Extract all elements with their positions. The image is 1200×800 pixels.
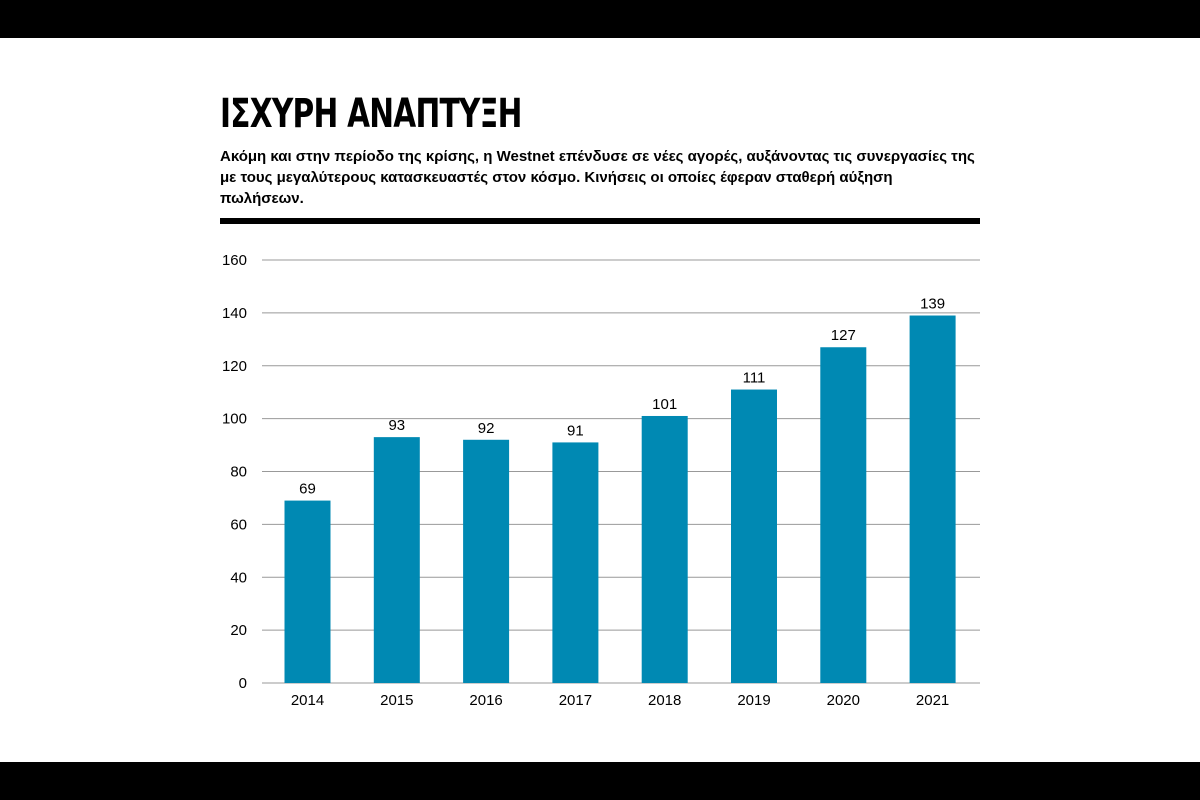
y-tick-label: 20 <box>230 622 247 639</box>
data-label: 139 <box>920 296 945 313</box>
bar <box>284 500 331 683</box>
y-tick-label: 80 <box>230 464 247 481</box>
bar <box>552 442 599 683</box>
y-axis-ticks: 0 20 40 60 80 100 120 140 160 <box>222 252 247 692</box>
x-axis-ticks: 2014 2015 2016 2017 2018 2019 2020 2021 <box>291 692 949 709</box>
bar <box>731 389 777 683</box>
x-tick-label: 2018 <box>648 692 681 709</box>
bottom-black-band <box>0 762 1200 800</box>
bar <box>641 415 688 683</box>
bar <box>373 437 420 683</box>
x-tick-label: 2020 <box>827 692 860 709</box>
data-label: 111 <box>743 370 766 387</box>
chart-title: ΙΣΧΥΡΗ ΑΝΑΠΤΥΞΗ <box>220 91 522 137</box>
bar <box>820 347 867 683</box>
x-tick-label: 2016 <box>469 692 502 709</box>
title-divider <box>220 218 980 224</box>
bar <box>909 315 956 683</box>
data-label: 92 <box>478 420 495 437</box>
y-tick-label: 0 <box>239 675 247 692</box>
x-tick-label: 2021 <box>916 692 949 709</box>
data-label: 69 <box>299 481 316 498</box>
bar <box>463 439 510 683</box>
data-label: 127 <box>831 327 856 344</box>
y-tick-label: 100 <box>222 411 247 428</box>
data-label: 91 <box>567 422 584 439</box>
x-tick-label: 2017 <box>559 692 592 709</box>
y-tick-label: 140 <box>222 305 247 322</box>
data-label: 93 <box>388 417 405 434</box>
bars <box>284 315 956 683</box>
top-black-band <box>0 0 1200 38</box>
x-tick-label: 2014 <box>291 692 324 709</box>
y-tick-label: 160 <box>222 252 247 269</box>
y-tick-label: 120 <box>222 358 247 375</box>
y-tick-label: 60 <box>230 516 247 533</box>
data-labels: 69 93 92 91 101 111 127 139 <box>299 296 945 498</box>
x-tick-label: 2019 <box>737 692 770 709</box>
x-tick-label: 2015 <box>380 692 413 709</box>
data-label: 101 <box>652 396 677 413</box>
chart-subtitle: Ακόμη και στην περίοδο της κρίσης, η Wes… <box>220 148 975 207</box>
y-tick-label: 40 <box>230 569 247 586</box>
gridlines <box>262 259 980 684</box>
